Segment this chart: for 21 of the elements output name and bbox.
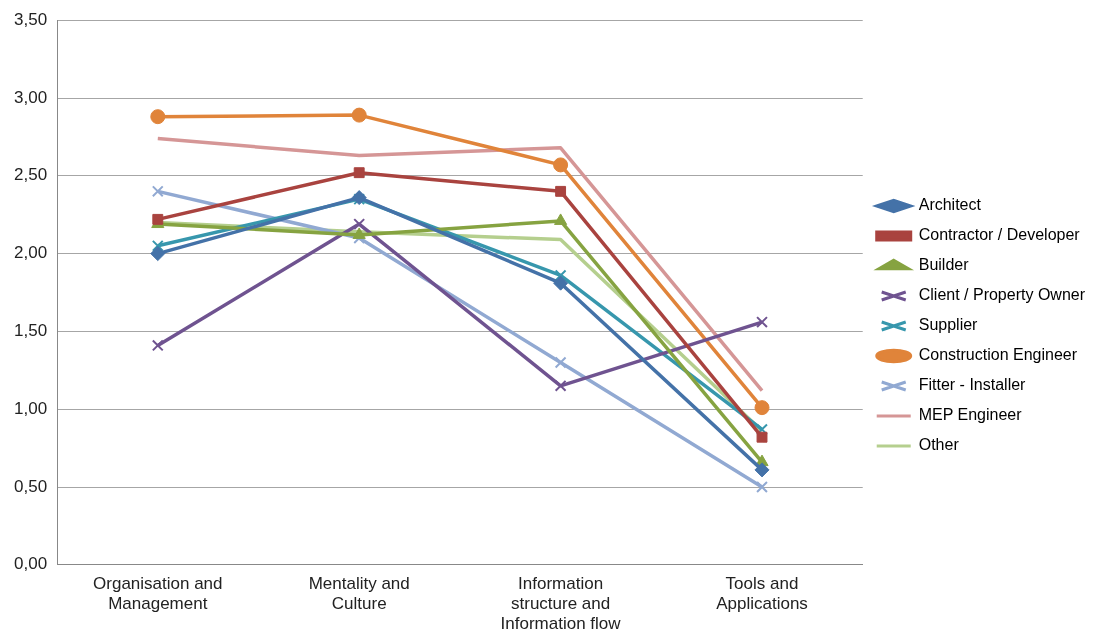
x-tick-label: Tools and Applications [716, 573, 808, 614]
legend-label: Builder [918, 256, 970, 274]
y-tick-label: 3,00 [13, 87, 48, 107]
y-tick-label: 1,50 [13, 321, 48, 341]
legend-label: Architect [918, 196, 982, 214]
x-tick-label: Information structure and Information flow [500, 573, 622, 634]
y-tick-label: 2,00 [13, 243, 48, 263]
y-tick-label: 3,50 [13, 9, 48, 29]
legend-label: Construction Engineer [918, 346, 1078, 364]
x-tick-label: Organisation and Management [93, 573, 223, 614]
legend-label: Fitter - Installer [918, 376, 1027, 394]
x-tick-label: Mentality and Culture [308, 573, 410, 614]
legend-label: MEP Engineer [918, 406, 1023, 424]
legend-label: Contractor / Developer [918, 226, 1081, 244]
legend-label: Supplier [918, 316, 979, 334]
legend-label: Client / Property Owner [918, 286, 1086, 304]
y-tick-label: 0,50 [13, 476, 48, 496]
legend-label: Other [918, 436, 960, 454]
y-tick-label: 0,00 [13, 554, 48, 574]
y-tick-label: 2,50 [13, 165, 48, 185]
y-tick-label: 1,00 [13, 398, 48, 418]
